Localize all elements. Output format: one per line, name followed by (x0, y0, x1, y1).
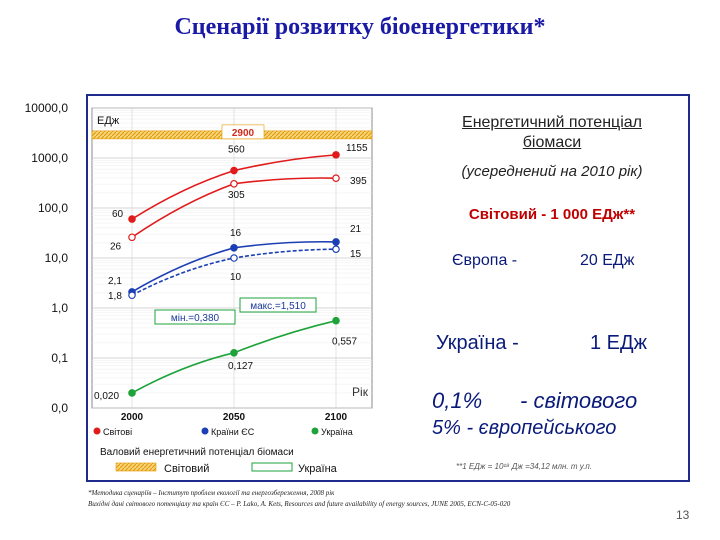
world-share-text: - світового (520, 388, 638, 413)
world-high-label: 560 (228, 145, 245, 156)
potential-subheading: (усереднений на 2010 рік) (461, 163, 643, 180)
eu-low-point (230, 254, 238, 262)
potential-heading: Енергетичний потенціал біомаси (420, 113, 684, 153)
ukraine-point (128, 389, 136, 397)
eu-low-label: 1,8 (108, 291, 122, 302)
ukraine-label: 0,020 (94, 391, 119, 402)
world-low-label: 26 (110, 241, 122, 252)
europe-share: 5% - європейського (432, 417, 617, 439)
legend-label: Світові (103, 427, 132, 437)
eu-low-point (332, 245, 340, 253)
world-share-percent: 0,1% (432, 388, 483, 413)
x-tick-label: 2050 (223, 412, 246, 423)
eu-high-label: 16 (230, 228, 242, 239)
eu-low-point (128, 291, 136, 300)
world-potential: Світовий - 1 000 ЕДж** (468, 206, 636, 223)
legend-label: Україна (321, 427, 353, 437)
legend-title: Валовий енергетичний потенціал біомаси (100, 446, 294, 458)
legend-ukraine-swatch (251, 462, 293, 472)
y-unit-label: ЕДж (97, 115, 120, 127)
world-low-point (230, 179, 238, 188)
source-line-1: *Методика сценаріїв – Інститут проблем е… (88, 489, 335, 497)
band-value-label: 2900 (232, 128, 255, 139)
legend-world-label: Світовий (164, 463, 209, 475)
legend-marker (311, 427, 319, 435)
y-tick-label: 0,0 (51, 401, 68, 415)
x-tick-label: 2000 (121, 412, 144, 423)
potential-heading-line2: біомаси (522, 134, 582, 151)
potential-heading-line1: Енергетичний потенціал (462, 114, 642, 131)
ukraine-label: Україна - (436, 332, 519, 354)
europe-value: 20 ЕДж (580, 252, 635, 269)
world-low-point (332, 174, 340, 182)
world-high-label: 1155 (346, 143, 368, 154)
eu-high-label: 21 (350, 224, 362, 235)
world-low-label: 305 (228, 190, 245, 201)
slide-title: Сценарії розвитку біоенергетики* (174, 14, 546, 40)
content-frame (86, 94, 690, 482)
max-box-label: макс.=1,510 (250, 301, 306, 312)
ukraine-point (230, 349, 238, 357)
eu-high-point (230, 243, 238, 252)
legend-world-swatch (115, 462, 157, 472)
ukraine-label: 0,557 (332, 337, 357, 348)
legend-ukraine-label: Україна (298, 463, 338, 475)
europe-label: Європа - (452, 252, 518, 269)
eu-high-point (332, 238, 340, 246)
ukraine-point (332, 316, 340, 325)
y-tick-label: 0,1 (51, 351, 68, 365)
legend-marker (201, 427, 209, 435)
source-line-2: Вихідні дані світового потенціалу та кра… (88, 500, 511, 508)
world-high-point (128, 215, 136, 223)
y-tick-label: 10,0 (45, 251, 69, 265)
world-low-point (128, 233, 136, 242)
ukraine-value: 1 ЕДж (590, 332, 647, 354)
eu-low-label: 10 (230, 272, 242, 283)
band-label-box (221, 124, 265, 140)
y-tick-label: 10000,0 (25, 101, 69, 115)
world-high-point (230, 166, 238, 175)
max-box (239, 297, 317, 313)
min-box-label: мін.=0,380 (171, 313, 220, 324)
y-tick-label: 1000,0 (31, 151, 68, 165)
x-tick-label: 2100 (325, 412, 348, 423)
legend-marker (93, 427, 101, 435)
eu-low-label: 15 (350, 249, 362, 260)
world-high-label: 60 (112, 209, 124, 220)
ukraine-label: 0,127 (228, 361, 253, 372)
y-tick-label: 100,0 (38, 201, 68, 215)
page-number: 13 (676, 508, 690, 522)
x-axis-label: Рік (352, 385, 369, 399)
world-high-point (332, 151, 340, 159)
min-box (154, 309, 236, 325)
eu-high-label: 2,1 (108, 276, 122, 287)
legend-label: Країни ЄС (211, 427, 255, 437)
world-low-label: 395 (350, 176, 367, 187)
unit-footnote: **1 ЕДж = 10¹⁸ Дж =34,12 млн. т у.п. (456, 462, 593, 471)
y-tick-label: 1,0 (51, 301, 68, 315)
